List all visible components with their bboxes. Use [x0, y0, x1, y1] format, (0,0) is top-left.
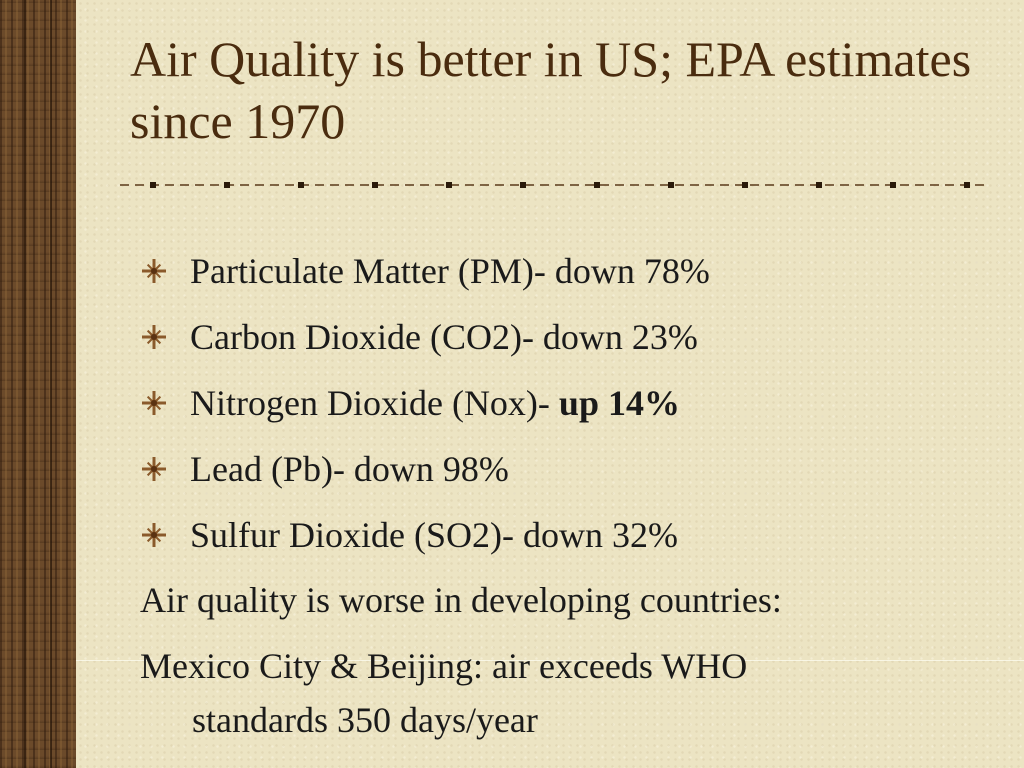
sparkle-asterisk-icon — [142, 457, 166, 481]
list-item: Lead (Pb)- down 98% — [140, 438, 1000, 504]
faint-rule — [76, 660, 1024, 661]
sparkle-asterisk-icon — [142, 325, 166, 349]
list-item: Nitrogen Dioxide (Nox)- up 14% — [140, 372, 1000, 438]
list-item: Particulate Matter (PM)- down 78% — [140, 240, 1000, 306]
bullet-text: Nitrogen Dioxide (Nox)- — [190, 383, 559, 423]
bullet-text: Carbon Dioxide (CO2)- down 23% — [190, 317, 698, 357]
sparkle-asterisk-icon — [142, 391, 166, 415]
developing-countries-line: Air quality is worse in developing count… — [140, 580, 782, 620]
slide-title: Air Quality is better in US; EPA estimat… — [130, 31, 972, 149]
bullet-text: Lead (Pb)- down 98% — [190, 449, 509, 489]
dotted-divider — [120, 182, 990, 188]
cities-line: Mexico City & Beijing: air exceeds WHO — [140, 646, 748, 686]
plank-seam — [24, 0, 26, 768]
bullet-text: Sulfur Dioxide (SO2)- down 32% — [190, 515, 678, 555]
wood-border-strip — [0, 0, 76, 768]
bullet-emphasis: up 14% — [558, 383, 680, 423]
list-item: Sulfur Dioxide (SO2)- down 32% — [140, 504, 1000, 570]
plank-seam — [50, 0, 52, 768]
list-item: Carbon Dioxide (CO2)- down 23% — [140, 306, 1000, 372]
bullet-text: Particulate Matter (PM)- down 78% — [190, 251, 710, 291]
bullet-list: Particulate Matter (PM)- down 78% Carbon… — [140, 240, 1000, 570]
cities-line-continuation: standards 350 days/year — [192, 700, 538, 740]
sparkle-asterisk-icon — [142, 259, 166, 283]
sparkle-asterisk-icon — [142, 523, 166, 547]
